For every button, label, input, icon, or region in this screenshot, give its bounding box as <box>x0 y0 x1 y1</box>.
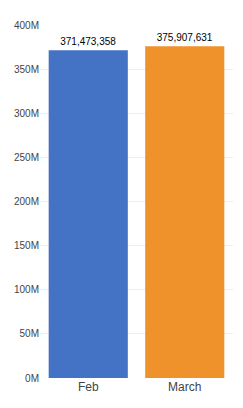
svg-text:350M: 350M <box>14 64 39 75</box>
svg-text:250M: 250M <box>14 152 39 163</box>
svg-text:375,907,631: 375,907,631 <box>157 32 213 43</box>
svg-text:50M: 50M <box>20 328 39 339</box>
svg-text:371,473,358: 371,473,358 <box>60 36 116 47</box>
svg-text:400M: 400M <box>14 20 39 31</box>
svg-text:200M: 200M <box>14 196 39 207</box>
svg-text:150M: 150M <box>14 240 39 251</box>
svg-text:0M: 0M <box>25 373 39 384</box>
svg-text:100M: 100M <box>14 284 39 295</box>
svg-text:Feb: Feb <box>78 380 99 394</box>
svg-text:March: March <box>168 380 201 394</box>
svg-text:300M: 300M <box>14 108 39 119</box>
